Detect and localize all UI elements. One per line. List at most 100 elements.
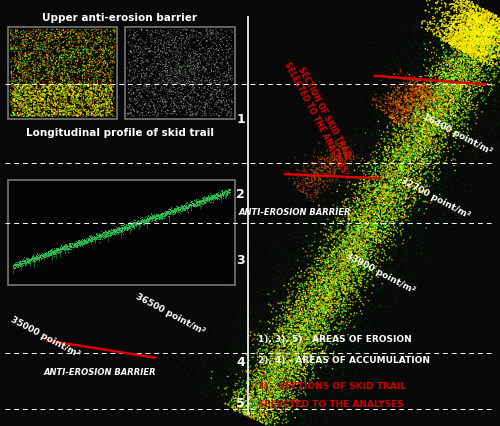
Point [208,377,216,384]
Point [384,208,392,215]
Point [445,33,453,40]
Point [284,334,292,341]
Point [46,56,54,63]
Point [361,198,369,205]
Point [106,83,114,90]
Point [478,34,486,40]
Point [486,2,494,9]
Point [32,27,40,34]
Point [446,13,454,20]
Point [208,81,216,88]
Point [216,192,224,199]
Point [322,272,330,279]
Point [412,127,420,133]
Point [13,260,21,267]
Point [180,27,188,34]
Point [451,21,459,28]
Point [48,99,56,106]
Point [456,86,464,92]
Point [102,30,110,37]
Point [367,216,375,223]
Point [274,377,282,384]
Point [100,94,108,101]
Point [254,367,262,374]
Point [382,161,390,168]
Point [368,248,376,255]
Point [138,66,146,73]
Point [314,300,322,307]
Point [456,33,464,40]
Point [226,395,234,402]
Point [282,337,290,344]
Point [20,93,28,100]
Point [475,81,483,88]
Point [428,123,436,130]
Point [311,291,319,298]
Point [469,70,477,77]
Point [287,331,295,338]
Point [418,124,426,130]
Point [464,12,472,19]
Point [416,87,424,94]
Point [306,357,314,364]
Point [16,87,24,94]
Point [316,272,324,279]
Point [340,173,348,180]
Point [166,69,173,76]
Point [302,391,310,398]
Point [395,151,403,158]
Point [236,354,244,361]
Point [58,69,66,76]
Point [90,98,98,104]
Point [291,325,299,331]
Point [290,421,298,426]
Point [322,275,330,282]
Point [410,189,418,196]
Point [426,44,434,51]
Point [430,99,438,106]
Point [440,117,448,124]
Point [52,101,60,108]
Point [408,165,416,172]
Point [456,99,464,106]
Point [201,79,209,86]
Point [334,373,342,380]
Point [296,330,304,337]
Point [331,313,339,320]
Point [148,33,156,40]
Point [14,262,22,269]
Point [370,211,378,218]
Point [326,407,334,414]
Point [280,391,288,398]
Point [386,140,394,147]
Point [267,411,275,417]
Point [310,326,318,333]
Point [454,98,462,105]
Point [464,81,471,88]
Point [221,365,229,372]
Point [36,43,44,50]
Point [327,162,335,169]
Point [158,210,166,217]
Point [88,89,96,96]
Point [464,76,472,83]
Point [289,329,297,336]
Point [174,206,182,213]
Point [297,302,305,308]
Point [270,393,278,400]
Point [420,91,428,98]
Point [105,97,113,104]
Point [298,325,306,332]
Point [489,80,497,86]
Point [22,113,30,120]
Point [263,339,271,345]
Point [82,238,90,245]
Point [367,183,375,190]
Point [123,227,131,233]
Point [67,95,75,102]
Point [498,61,500,68]
Point [456,70,464,77]
Point [54,84,62,91]
Point [233,401,241,408]
Point [436,81,444,88]
